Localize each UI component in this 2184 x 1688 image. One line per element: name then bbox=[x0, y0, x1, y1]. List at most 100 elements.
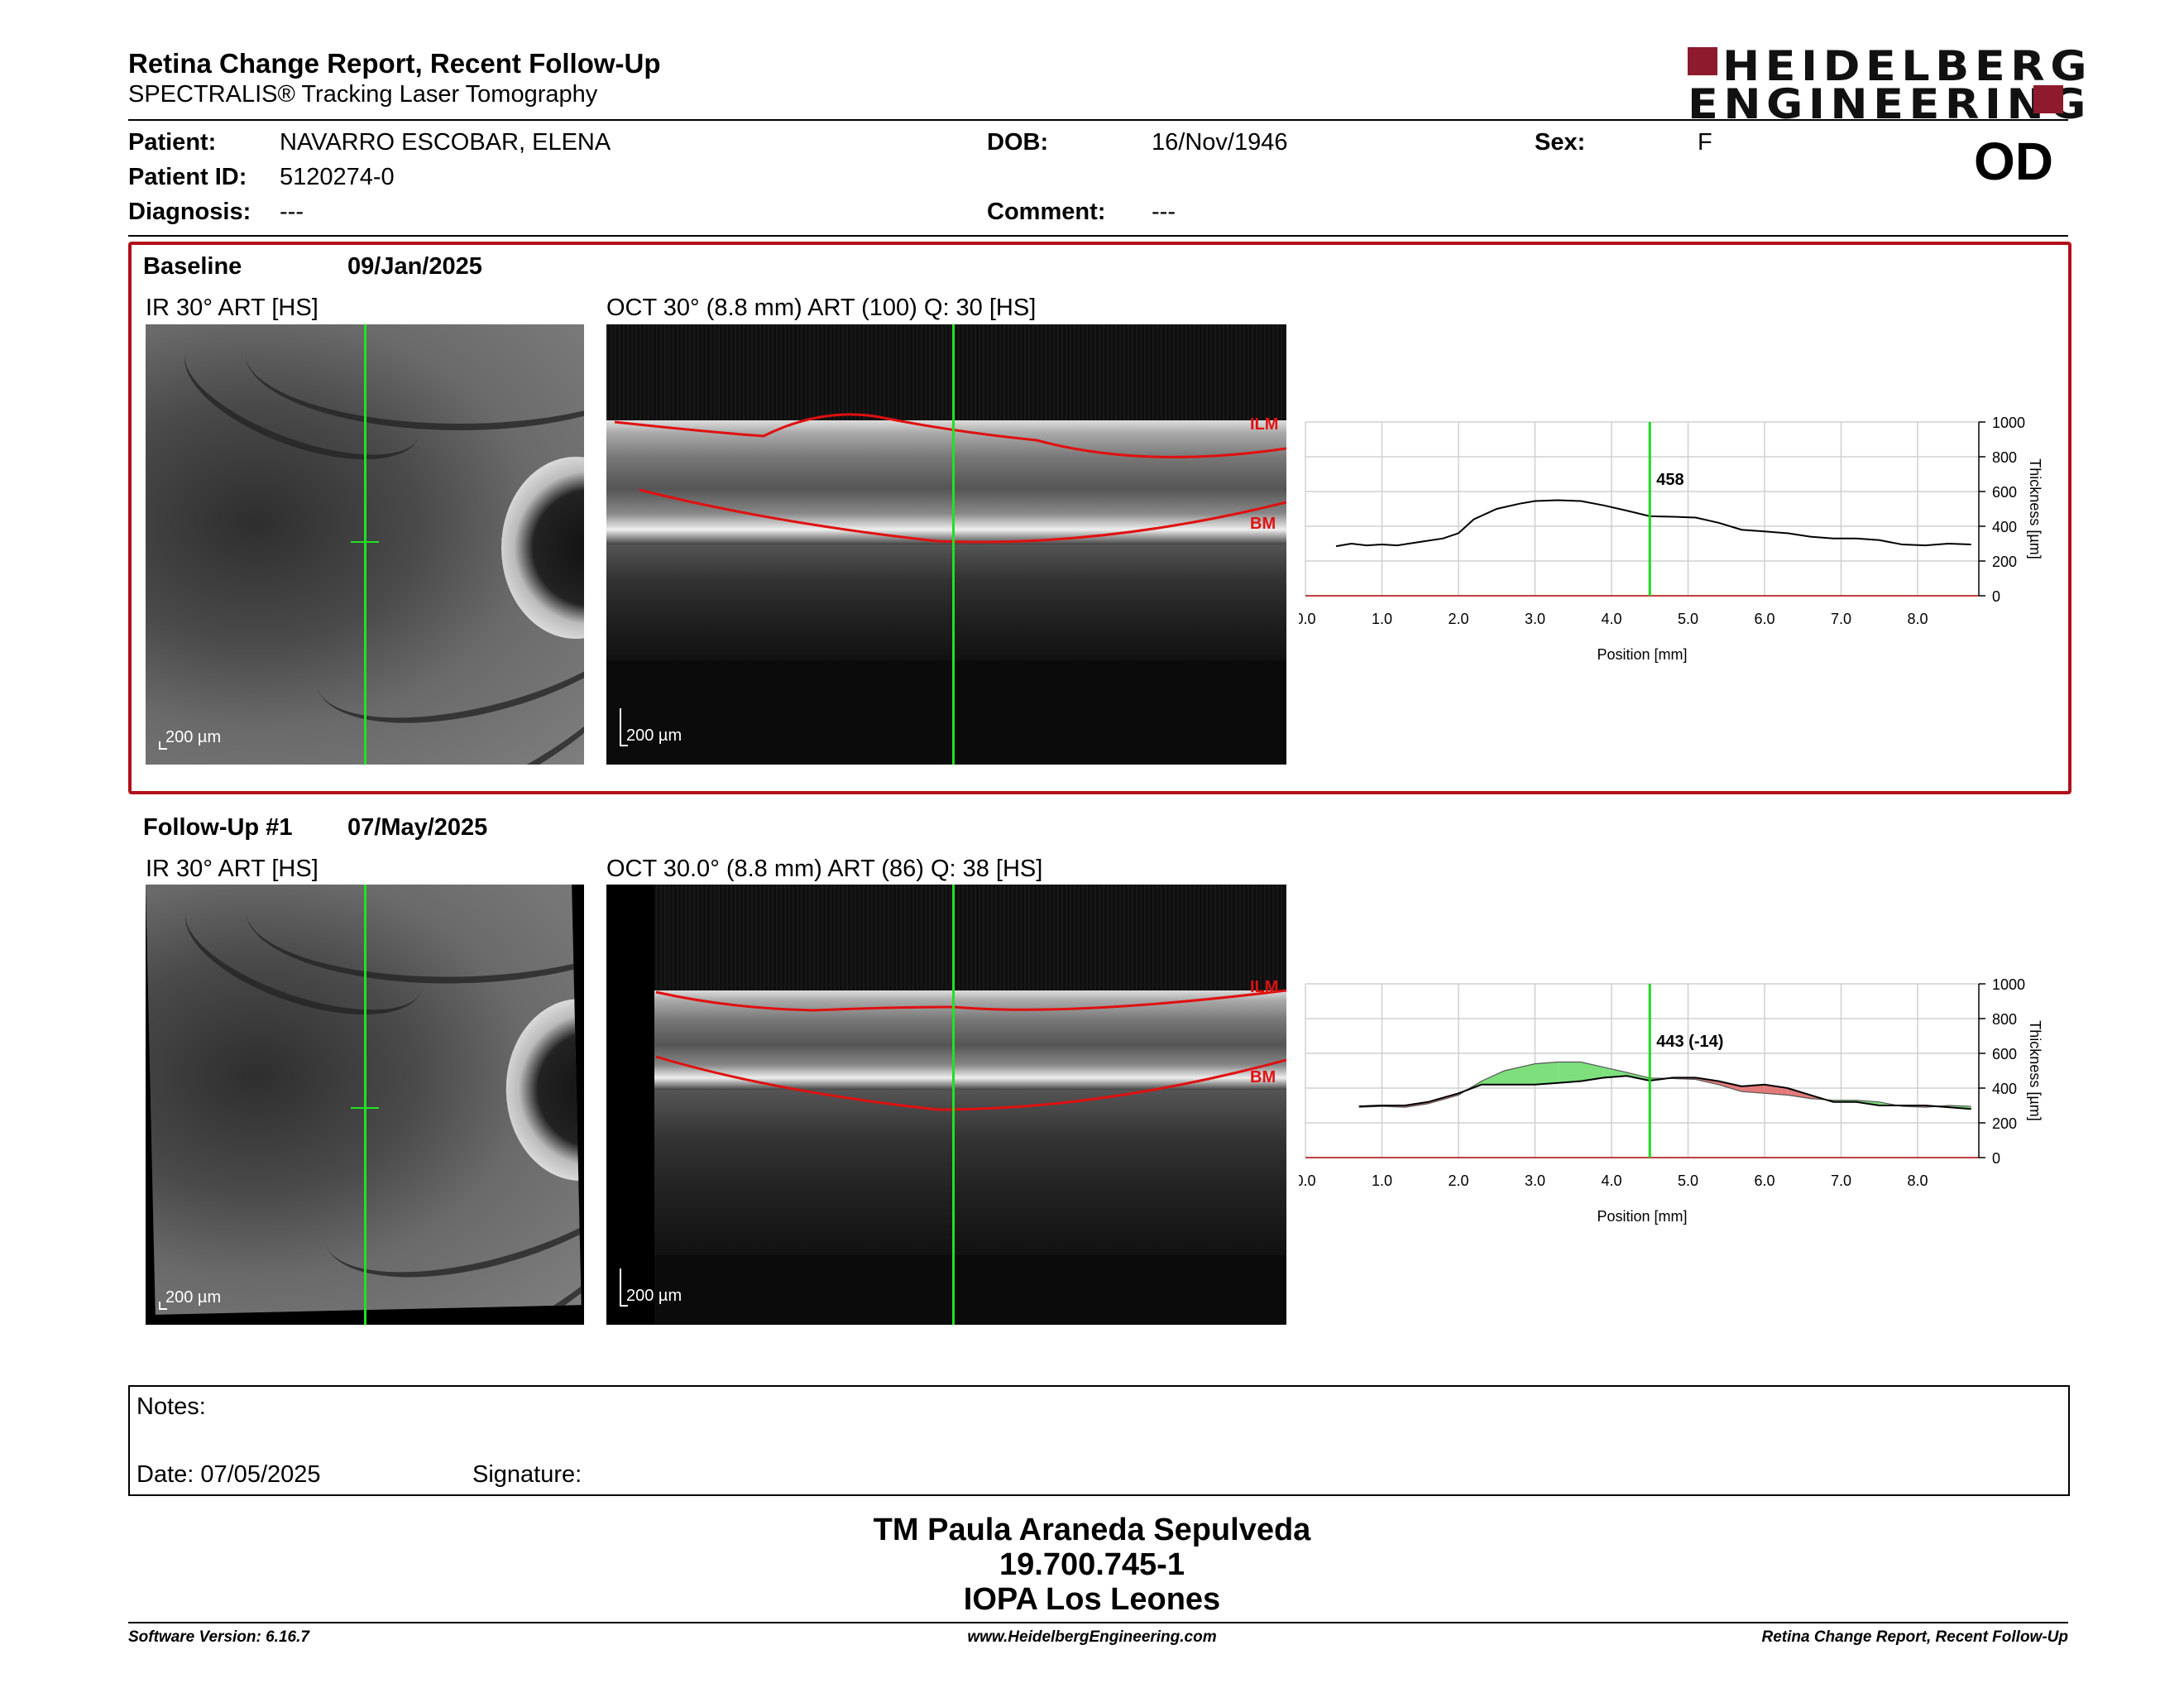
baseline-date: 09/Jan/2025 bbox=[347, 253, 482, 280]
oct-choroid bbox=[606, 544, 1286, 660]
followup-ir-title: IR 30° ART [HS] bbox=[146, 856, 318, 882]
x-tick-label: 4.0 bbox=[1601, 1172, 1621, 1189]
scan-position-line[interactable] bbox=[364, 324, 366, 765]
software-version: Software Version: 6.16.7 bbox=[128, 1628, 309, 1646]
scale-bar-v bbox=[620, 708, 621, 746]
oct-scale-label: 200 µm bbox=[626, 727, 682, 745]
baseline-ir-fundus-image[interactable]: 200 µm bbox=[146, 324, 584, 765]
x-tick-label: 0.0 bbox=[1299, 611, 1316, 627]
fovea-marker bbox=[351, 541, 379, 543]
baseline-oct-title: OCT 30° (8.8 mm) ART (100) Q: 30 [HS] bbox=[606, 295, 1037, 321]
x-tick-label: 0.0 bbox=[1299, 1172, 1316, 1189]
signature-label: Signature: bbox=[472, 1461, 582, 1488]
report-subtitle: SPECTRALIS® Tracking Laser Tomography bbox=[128, 81, 598, 108]
x-axis-label: Position [mm] bbox=[1597, 646, 1687, 663]
scale-bar-v bbox=[159, 741, 160, 750]
y-tick-label: 1000 bbox=[1992, 415, 2025, 431]
scan-position-line[interactable] bbox=[952, 324, 955, 765]
x-tick-label: 3.0 bbox=[1525, 611, 1545, 627]
scale-bar-v bbox=[159, 1302, 160, 1310]
x-tick-label: 7.0 bbox=[1831, 611, 1851, 627]
oct-background-noise bbox=[606, 885, 1286, 992]
y-axis-label: Thickness [µm] bbox=[2027, 1020, 2043, 1120]
followup-thickness-chart: 0 200 400 600 800 1000 0.0 1.0 2.0 3.0 4.0 5.0 6.0 7.… bbox=[1299, 976, 2043, 1225]
scale-bar-v bbox=[620, 1268, 621, 1307]
baseline-label: Baseline bbox=[143, 253, 242, 280]
y-tick-label: 800 bbox=[1992, 449, 2017, 466]
ilm-label: ILM bbox=[1250, 978, 1279, 996]
ilm-label: ILM bbox=[1250, 415, 1279, 434]
comment-label: Comment: bbox=[987, 199, 1106, 225]
footer-report-name: Retina Change Report, Recent Follow-Up bbox=[1761, 1628, 2068, 1646]
footer-divider bbox=[128, 1622, 2068, 1623]
operator-name: TM Paula Araneda Sepulveda bbox=[873, 1513, 1311, 1547]
baseline-thickness-chart: 0 200 400 600 800 1000 0.0 1.0 2.0 3.0 4.0 5.0 6.0 7.… bbox=[1299, 415, 2043, 663]
y-tick-label: 800 bbox=[1992, 1011, 2017, 1028]
decrease-area bbox=[1535, 1062, 1559, 1085]
scale-bar-h bbox=[159, 1308, 167, 1310]
x-axis-label: Position [mm] bbox=[1597, 1208, 1687, 1225]
followup-date: 07/May/2025 bbox=[347, 814, 488, 841]
scale-bar-h bbox=[159, 748, 167, 750]
company-url[interactable]: www.HeidelbergEngineering.com bbox=[967, 1628, 1217, 1646]
y-tick-label: 0 bbox=[1992, 588, 2000, 605]
baseline-panel bbox=[128, 242, 2071, 794]
scan-position-line[interactable] bbox=[952, 885, 955, 1325]
followup-ir-frame: 200 µm bbox=[146, 885, 584, 1325]
ir-scale-label: 200 µm bbox=[165, 728, 222, 746]
decrease-area bbox=[1626, 1072, 1650, 1081]
y-tick-label: 400 bbox=[1992, 519, 2017, 535]
oct-retina-layers bbox=[606, 420, 1286, 544]
y-tick-label: 0 bbox=[1992, 1150, 2000, 1167]
x-tick-label: 5.0 bbox=[1678, 611, 1698, 627]
clinic-name: IOPA Los Leones bbox=[963, 1582, 1221, 1617]
scale-bar-h bbox=[620, 1305, 628, 1307]
logo-line-1: HEIDELBERG bbox=[1722, 42, 2093, 90]
diagnosis-label: Diagnosis: bbox=[128, 199, 251, 225]
followup-series-line bbox=[1358, 1075, 1971, 1110]
comment-value: --- bbox=[1152, 199, 1176, 225]
x-tick-label: 5.0 bbox=[1678, 1172, 1698, 1189]
oct-scale-label: 200 µm bbox=[626, 1287, 682, 1305]
logo-line-2: ENGINEERING bbox=[1688, 80, 2091, 128]
report-title: Retina Change Report, Recent Follow-Up bbox=[128, 48, 661, 79]
bm-line bbox=[655, 1055, 1286, 1111]
scan-position-line[interactable] bbox=[364, 885, 366, 1325]
y-tick-label: 600 bbox=[1992, 484, 2017, 501]
followup-oct-bscan-image[interactable]: ILM BM 200 µm bbox=[606, 885, 1286, 1325]
dob-label: DOB: bbox=[987, 129, 1049, 156]
x-tick-label: 2.0 bbox=[1448, 1172, 1468, 1189]
oct-background-noise bbox=[606, 324, 1286, 424]
logo-square-top bbox=[1688, 47, 1717, 75]
x-tick-label: 6.0 bbox=[1754, 611, 1774, 627]
baseline-oct-bscan-image[interactable]: ILM BM 200 µm bbox=[606, 324, 1286, 765]
logo-square-bottom bbox=[2033, 85, 2063, 113]
x-tick-label: 2.0 bbox=[1448, 611, 1468, 627]
baseline-ir-title: IR 30° ART [HS] bbox=[146, 295, 318, 321]
bm-label: BM bbox=[1250, 1068, 1276, 1086]
patient-id: 5120274-0 bbox=[280, 164, 395, 190]
x-tick-label: 1.0 bbox=[1372, 611, 1392, 627]
date-label: Date: 07/05/2025 bbox=[136, 1461, 321, 1488]
oct-segmentation-lines bbox=[655, 989, 1286, 1111]
decrease-area bbox=[1558, 1062, 1581, 1083]
decrease-area bbox=[1481, 1071, 1505, 1085]
position-marker-label: 443 (-14) bbox=[1656, 1033, 1723, 1051]
x-tick-label: 7.0 bbox=[1831, 1172, 1851, 1189]
x-tick-label: 8.0 bbox=[1907, 1172, 1928, 1189]
x-tick-label: 4.0 bbox=[1601, 611, 1621, 627]
patient-divider bbox=[128, 235, 2068, 237]
dob-value: 16/Nov/1946 bbox=[1152, 129, 1288, 156]
decrease-area bbox=[1603, 1067, 1627, 1078]
ir-scale-label: 200 µm bbox=[165, 1288, 222, 1307]
decrease-area bbox=[1581, 1062, 1604, 1081]
y-tick-label: 1000 bbox=[1992, 976, 2025, 993]
scale-bar-h bbox=[620, 745, 628, 746]
thickness-series-line bbox=[1335, 499, 1971, 548]
oct-segmentation-lines bbox=[614, 413, 1286, 544]
notes-box[interactable]: Notes: Date: 07/05/2025 Signature: bbox=[128, 1385, 2070, 1496]
patient-name: NAVARRO ESCOBAR, ELENA bbox=[280, 129, 611, 156]
ilm-line bbox=[614, 413, 1286, 458]
decrease-area bbox=[1504, 1063, 1535, 1085]
patient-label: Patient: bbox=[128, 129, 217, 156]
